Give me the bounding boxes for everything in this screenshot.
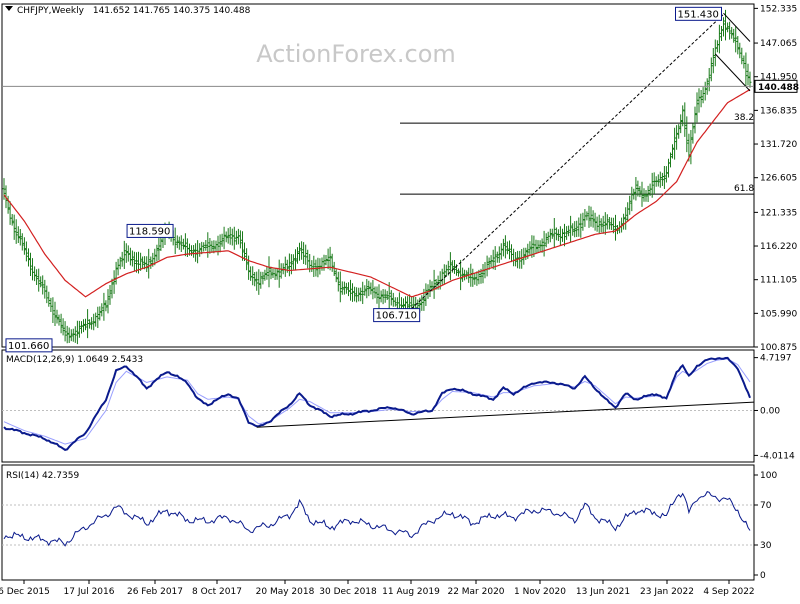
price-annotation-label: 106.710 bbox=[376, 311, 417, 322]
watermark: ActionForex.com bbox=[256, 40, 456, 68]
price-tick-label: 105.990 bbox=[760, 309, 797, 319]
rsi-gridlines bbox=[2, 504, 754, 546]
pane-frame-macd bbox=[1, 349, 755, 463]
rsi-line bbox=[3, 490, 751, 547]
time-tick-label: 13 Jun 2021 bbox=[576, 587, 630, 597]
pane-frame-main bbox=[1, 3, 755, 348]
rsi-title: RSI(14) 42.7359 bbox=[6, 471, 79, 481]
price-tick-label: 141.950 bbox=[760, 73, 797, 83]
price-annotation-box bbox=[373, 308, 421, 323]
price-annotations: 151.430 118.590 106.710 101.660 bbox=[5, 6, 723, 353]
price-tick-label: 136.835 bbox=[760, 106, 797, 116]
time-tick-label: 22 Mar 2020 bbox=[447, 587, 504, 597]
price-tick-label: 121.335 bbox=[760, 208, 797, 218]
price-annotation-label: 151.430 bbox=[678, 9, 719, 20]
time-tick-label: 1 Nov 2020 bbox=[514, 587, 566, 597]
macd-path bbox=[3, 356, 751, 451]
price-tick-label: 100.875 bbox=[760, 343, 797, 353]
time-tick-label: 17 Jul 2016 bbox=[64, 587, 115, 597]
current-price-box bbox=[754, 79, 798, 93]
trendlines bbox=[411, 12, 751, 309]
macd-tick-label: -4.0114 bbox=[760, 451, 795, 461]
rsi-tick-label: 30 bbox=[760, 541, 772, 551]
time-tick-label: 6 Dec 2015 bbox=[0, 587, 50, 597]
current-price-text: 140.488 bbox=[758, 83, 799, 93]
price-tick-label: 126.605 bbox=[760, 174, 797, 184]
price-annotation-box bbox=[675, 6, 723, 21]
price-pane: 152.335 147.065 141.950 136.835 131.720 126.6… bbox=[2, 4, 799, 353]
ma-line bbox=[3, 88, 751, 298]
price-annotation-label: 118.590 bbox=[129, 226, 170, 237]
time-tick-label: 8 Oct 2017 bbox=[192, 587, 242, 597]
pane-frame-rsi bbox=[1, 464, 755, 581]
rsi-tick-label: 0 bbox=[760, 571, 766, 581]
time-tick-label: 11 Aug 2019 bbox=[382, 587, 440, 597]
time-tick-label: 30 Dec 2018 bbox=[319, 587, 377, 597]
macd-tick-label: 0.00 bbox=[760, 406, 780, 416]
pane-collapse-icon[interactable] bbox=[5, 6, 13, 11]
rally-dashed-line bbox=[411, 13, 724, 309]
macd-trendline bbox=[256, 401, 755, 428]
pane-frames bbox=[1, 3, 755, 581]
fib-levels: 38.2 61.8 bbox=[400, 113, 754, 195]
price-annotation-box bbox=[126, 223, 174, 238]
rsi-tick-label: 70 bbox=[760, 501, 772, 511]
rsi-tick-label: 100 bbox=[760, 471, 777, 481]
macd-tick-label: 4.7197 bbox=[760, 354, 792, 364]
price-tick-label: 147.065 bbox=[760, 39, 797, 49]
symbol-label: CHFJPY,Weekly bbox=[17, 6, 85, 16]
time-tick-label: 4 Sep 2022 bbox=[703, 587, 754, 597]
macd-axis: 4.7197 0.00 -4.0114 bbox=[754, 354, 795, 461]
time-tick-label: 23 Jan 2022 bbox=[640, 587, 694, 597]
macd-title: MACD(12,26,9) 1.0649 2.5433 bbox=[6, 355, 143, 365]
price-tick-label: 131.720 bbox=[760, 140, 797, 150]
time-tick-label: 20 May 2018 bbox=[256, 587, 315, 597]
price-axis: 152.335 147.065 141.950 136.835 131.720 126.6… bbox=[754, 4, 797, 353]
channel-lower-line bbox=[714, 53, 751, 92]
price-tick-label: 111.105 bbox=[760, 276, 797, 286]
time-axis: 6 Dec 2015 17 Jul 2016 26 Feb 2017 8 Oct 20… bbox=[0, 580, 755, 597]
rsi-path bbox=[3, 490, 751, 547]
time-tick-label: 26 Feb 2017 bbox=[127, 587, 183, 597]
ma-path bbox=[3, 88, 751, 298]
price-annotation-box bbox=[5, 338, 53, 353]
price-tick-label: 116.220 bbox=[760, 242, 797, 252]
current-price-label: 140.488 bbox=[2, 79, 799, 93]
fib-label: 38.2 bbox=[734, 113, 754, 123]
macd-lines bbox=[3, 356, 755, 451]
price-annotation-label: 101.660 bbox=[8, 341, 49, 352]
channel-upper-line bbox=[723, 12, 751, 42]
macd-pane: 4.7197 0.00 -4.0114 MACD(12,26,9) 1.0649 2… bbox=[2, 354, 795, 461]
fib-label: 61.8 bbox=[734, 184, 754, 194]
ohlc-values: 141.652 141.765 140.375 140.488 bbox=[93, 6, 251, 16]
price-tick-label: 152.335 bbox=[760, 4, 797, 14]
rsi-axis: 100 70 30 0 bbox=[754, 471, 777, 581]
price-pane-title: CHFJPY,Weekly 141.652 141.765 140.375 14… bbox=[17, 6, 251, 16]
rsi-pane: 100 70 30 0 RSI(14) 42.7359 bbox=[2, 471, 777, 581]
